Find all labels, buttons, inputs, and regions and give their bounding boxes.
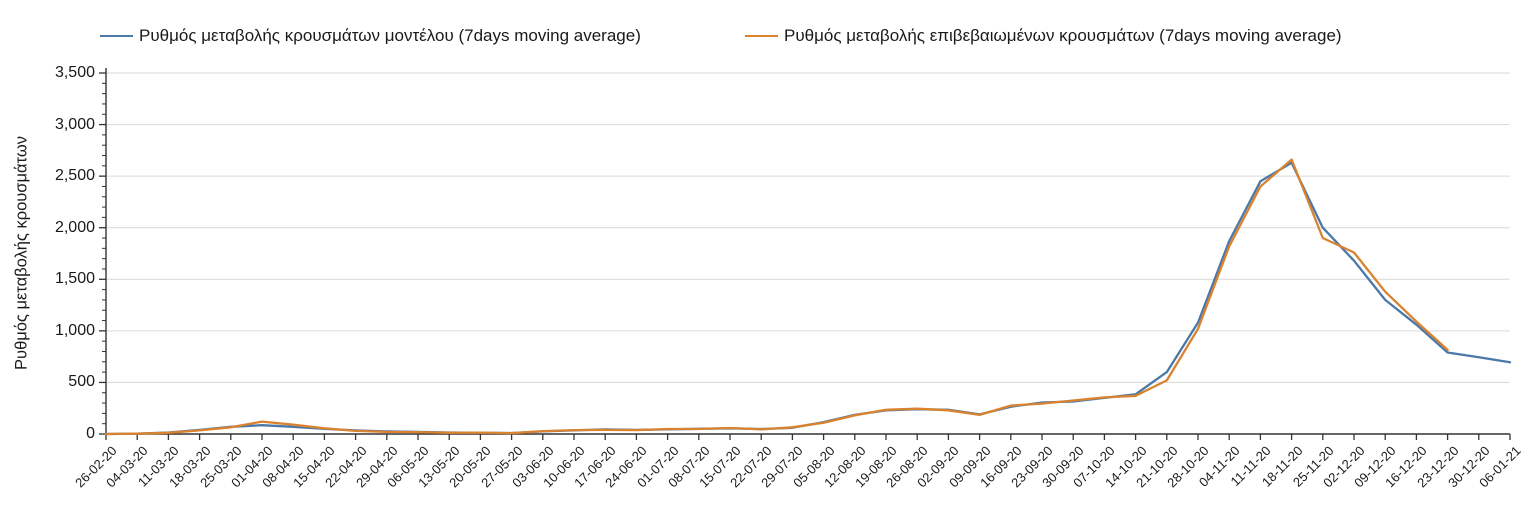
y-tick-label: 3,000: [54, 115, 95, 133]
y-tick-label: 500: [68, 373, 95, 391]
legend-line-confirmed-icon: [745, 34, 778, 38]
y-tick-label: 2,000: [54, 218, 95, 236]
series-line-confirmed: [104, 158, 1449, 436]
y-tick-label: 2,500: [54, 167, 95, 185]
legend-item-model[interactable]: Ρυθμός μεταβολής κρουσμάτων μοντέλου (7d…: [100, 26, 641, 46]
y-tick-label: 1,500: [54, 270, 95, 288]
y-tick-label: 1,000: [54, 321, 95, 339]
legend-label-confirmed: Ρυθμός μεταβολής επιβεβαιωμένων κρουσμάτ…: [784, 26, 1342, 45]
series-line-model: [104, 161, 1512, 436]
y-tick-label: 0: [86, 425, 95, 442]
legend-item-confirmed[interactable]: Ρυθμός μεταβολής επιβεβαιωμένων κρουσμάτ…: [745, 26, 1342, 46]
legend-label-model: Ρυθμός μεταβολής κρουσμάτων μοντέλου (7d…: [139, 26, 641, 45]
y-tick-label: 3,500: [54, 64, 95, 81]
legend-line-model-icon: [100, 34, 133, 38]
